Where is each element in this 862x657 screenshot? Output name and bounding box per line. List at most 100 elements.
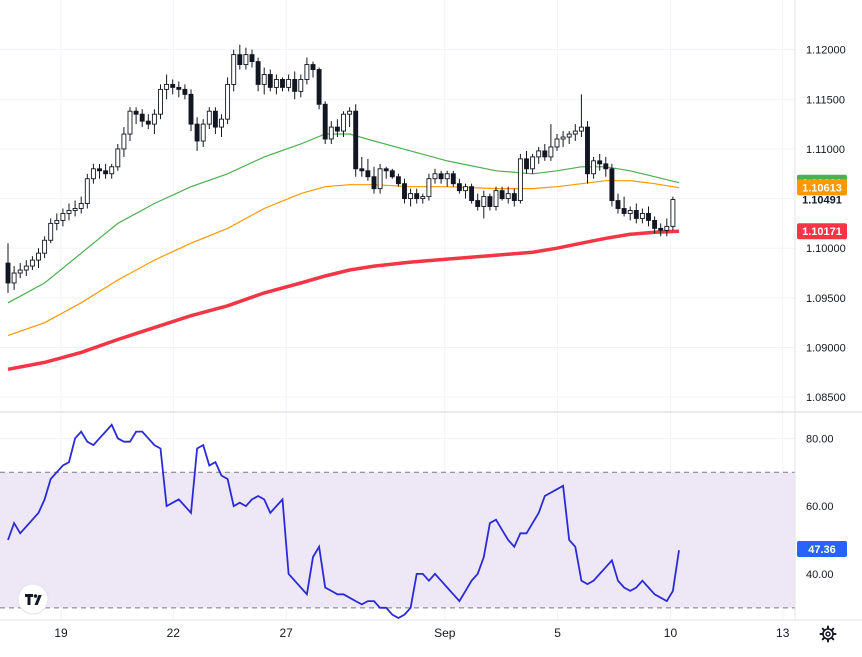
candle-body <box>658 227 664 231</box>
price-tag: 1.10491 <box>797 191 847 208</box>
candle <box>66 203 72 221</box>
candle-body <box>225 83 231 120</box>
candle-body <box>237 54 243 66</box>
rsi-band <box>0 471 795 609</box>
candle <box>548 124 554 161</box>
candle-body <box>646 213 651 221</box>
candle-body <box>359 168 365 172</box>
candle-body <box>408 193 414 200</box>
candle-body <box>621 208 627 214</box>
candle-body <box>371 176 377 190</box>
candle-body <box>267 74 273 88</box>
candle <box>5 243 11 293</box>
candle-body <box>456 183 462 192</box>
candle-body <box>121 133 127 150</box>
candle-body <box>176 86 182 90</box>
candle <box>652 216 658 234</box>
price-tag: 47.36 <box>797 540 847 557</box>
candle <box>347 107 353 128</box>
candle <box>487 193 493 211</box>
time-tick-label: 19 <box>54 626 68 640</box>
moving-averages <box>7 133 680 372</box>
candle-body <box>627 210 633 214</box>
candle <box>591 156 597 179</box>
candle-body <box>493 190 499 207</box>
candle-body <box>310 64 316 70</box>
candle <box>395 173 401 187</box>
candle <box>578 94 584 138</box>
candle-body <box>164 83 170 90</box>
candle-body <box>444 173 450 180</box>
candle-body <box>17 269 23 274</box>
candle-body <box>170 83 176 88</box>
candle-body <box>383 168 389 172</box>
candle <box>145 114 151 130</box>
candle <box>261 67 267 95</box>
candle-body <box>475 200 481 207</box>
candle-body <box>432 173 438 180</box>
candle-body <box>66 210 72 214</box>
tradingview-logo-icon[interactable] <box>17 583 49 615</box>
candle <box>572 124 578 141</box>
candle <box>17 263 23 278</box>
candle <box>316 67 322 110</box>
candle-body <box>585 126 590 175</box>
price-tick-label: 1.12000 <box>806 45 846 57</box>
candle-body <box>182 88 188 95</box>
candle <box>304 57 310 85</box>
rsi-series-line <box>7 423 680 620</box>
candle-body <box>578 126 584 132</box>
candle <box>499 186 505 201</box>
candle-body <box>261 74 267 85</box>
time-tick-label: 27 <box>279 626 293 640</box>
candle-body <box>377 168 383 190</box>
candle <box>170 79 176 95</box>
candle-body <box>463 186 468 192</box>
candle-body <box>200 123 206 142</box>
candle <box>493 186 499 211</box>
candle-body <box>151 113 157 125</box>
candle <box>115 143 121 171</box>
candle <box>646 206 651 227</box>
candle <box>328 121 334 144</box>
candle-body <box>42 239 48 254</box>
candle-body <box>84 178 90 204</box>
candle <box>273 74 279 95</box>
candle <box>475 193 481 211</box>
candle-body <box>395 176 401 185</box>
candle <box>243 47 249 70</box>
time-tick-label: Sep <box>434 626 456 640</box>
time-tick-label: 10 <box>664 626 678 640</box>
rsi-tick-label: 80.00 <box>806 433 834 445</box>
candle <box>603 156 609 177</box>
candle <box>554 134 560 151</box>
rsi-band-fill <box>0 472 795 608</box>
candle <box>542 143 548 161</box>
rsi-axis[interactable]: 80.00 60.00 40.00 <box>806 433 834 581</box>
candle-body <box>554 138 560 148</box>
candle-body <box>450 173 456 185</box>
candle-body <box>572 130 578 135</box>
time-axis[interactable]: 19 22 27 Sep 5 10 13 <box>54 626 789 640</box>
candle <box>609 163 615 207</box>
candle-body <box>530 156 536 170</box>
candle-body <box>469 186 475 202</box>
candle-body <box>438 173 444 180</box>
candle-body <box>591 160 597 175</box>
candle <box>310 61 316 78</box>
candle <box>280 77 285 92</box>
candle-body <box>481 196 487 207</box>
candle <box>621 196 627 217</box>
candle <box>566 131 572 144</box>
candle <box>639 208 645 224</box>
candle-body <box>670 199 676 227</box>
candle-body <box>304 64 310 80</box>
candle <box>42 236 48 259</box>
candle <box>54 213 60 231</box>
gear-icon[interactable] <box>819 625 837 643</box>
candle <box>78 196 84 214</box>
candle-body <box>255 61 261 85</box>
candle-body <box>273 79 279 88</box>
candle <box>438 170 444 184</box>
